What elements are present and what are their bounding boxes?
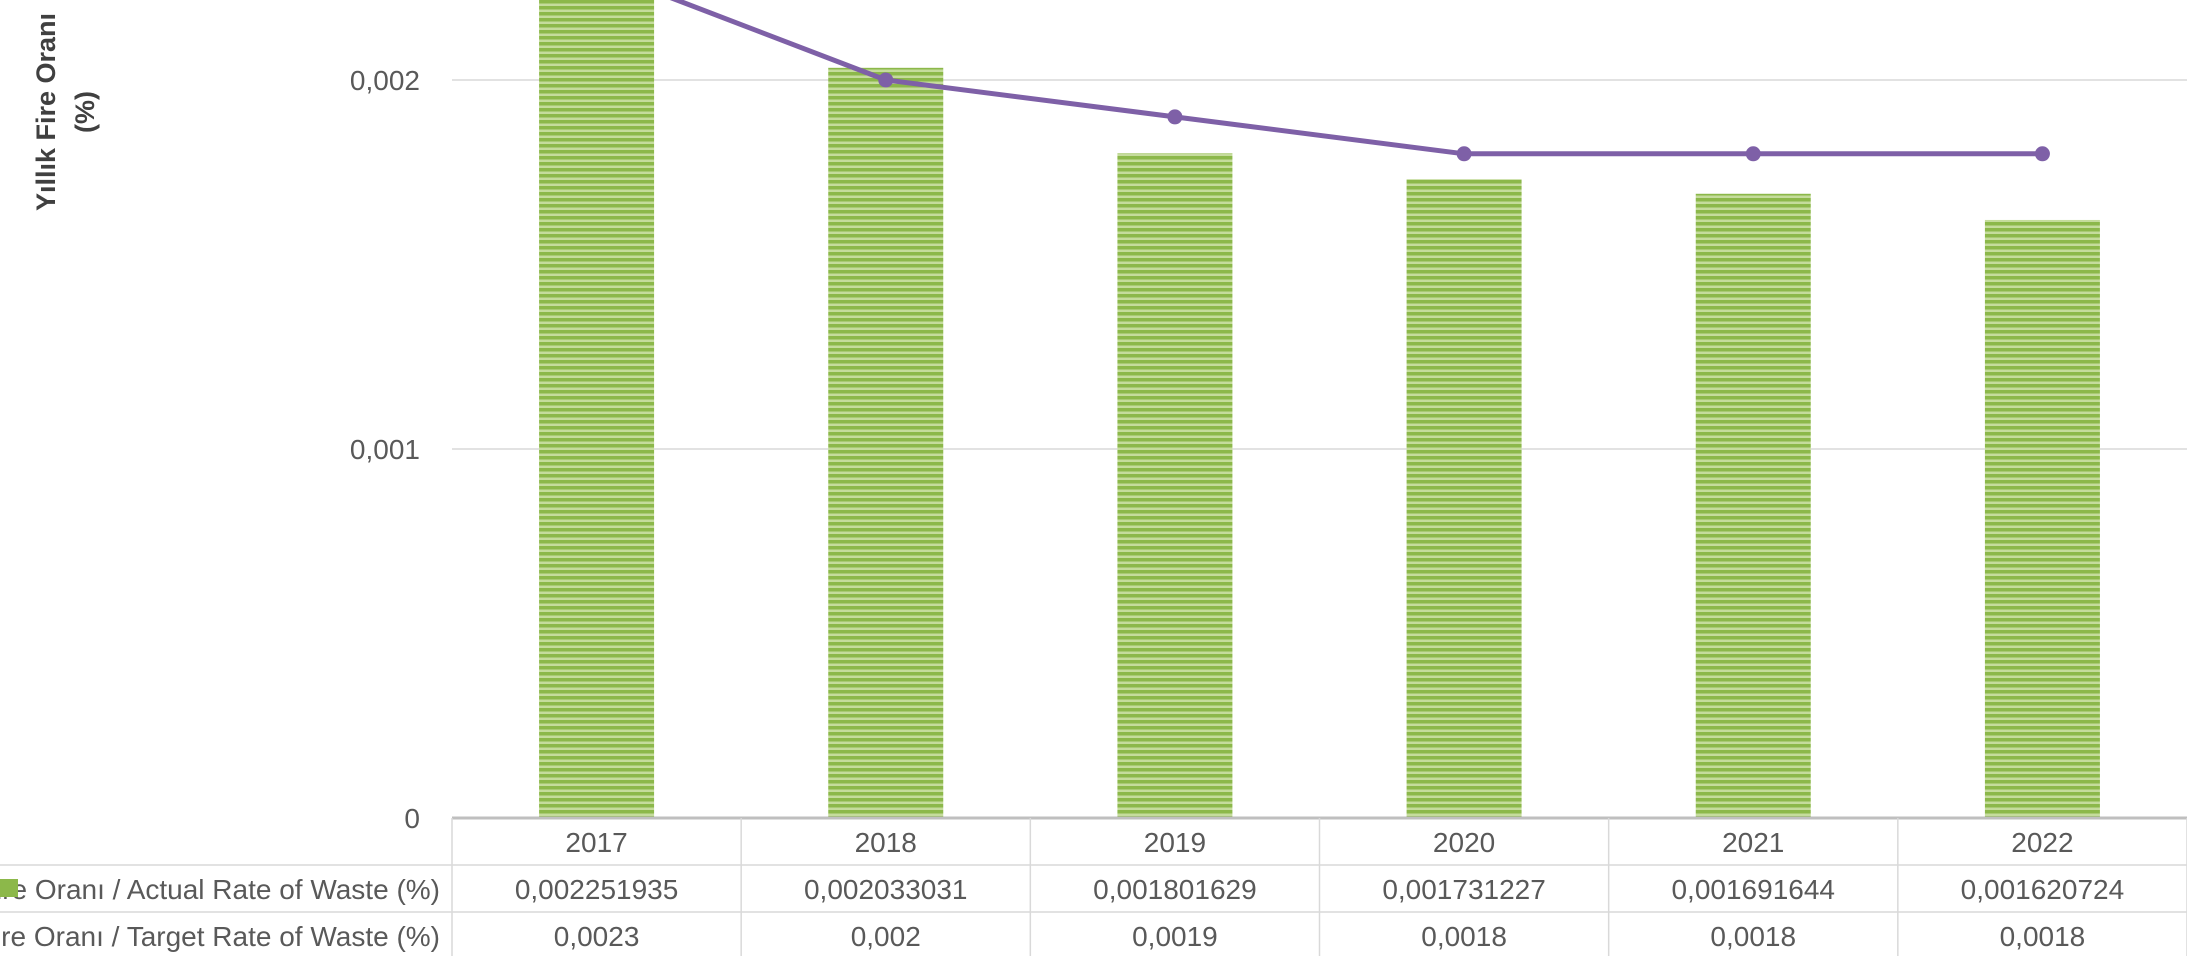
y-axis-ticks: 0 0,001 0,002 [350, 65, 420, 834]
x-tick-label: 2017 [565, 827, 627, 858]
data-label: 0,002251935 [515, 874, 679, 905]
y-tick-label: 0 [404, 803, 420, 834]
x-tick-label: 2020 [1433, 827, 1495, 858]
legend-key-bar [0, 879, 18, 897]
y-axis-label-line-1: Yıllık Fire Oranı [31, 13, 61, 211]
data-label: 0,002033031 [804, 874, 968, 905]
legend-entry: Fire Oranı / Actual Rate of Waste (%) [0, 874, 440, 905]
line-point [1167, 109, 1183, 125]
gridlines [452, 79, 2187, 450]
x-tick-label: 2018 [855, 827, 917, 858]
bar [1406, 179, 1522, 818]
bar [1117, 153, 1233, 818]
data-label: 0,001691644 [1671, 874, 1835, 905]
data-table: 2017 2018 2019 2020 2021 2022 Fire Oranı / Act… [0, 816, 2187, 956]
data-label: 0,0023 [554, 921, 640, 952]
legend-entry: Fire Oranı / Target Rate of Waste (%) [0, 921, 440, 952]
line-point [878, 72, 894, 88]
bar [828, 67, 944, 818]
x-tick-label: 2022 [2011, 827, 2073, 858]
data-label: 0,0018 [1421, 921, 1507, 952]
data-label: 0,0018 [2000, 921, 2086, 952]
bar-series [539, 0, 2100, 818]
bar [1695, 193, 1811, 818]
y-axis-label: Yıllık Fire Oranı (%) [31, 13, 100, 211]
data-label: 0,001731227 [1382, 874, 1546, 905]
line-point [1456, 146, 1472, 162]
y-axis-label-line-2: (%) [70, 91, 100, 133]
line-point [2034, 146, 2050, 162]
data-label: 0,001620724 [1961, 874, 2125, 905]
y-tick-label: 0,002 [350, 65, 420, 96]
bar [539, 0, 655, 818]
data-label: 0,002 [851, 921, 921, 952]
y-tick-label: 0,001 [350, 434, 420, 465]
data-label: 0,0018 [1710, 921, 1796, 952]
bar [1984, 219, 2100, 818]
target-line-series [669, 0, 2050, 162]
data-label: 0,0019 [1132, 921, 1218, 952]
x-tick-label: 2021 [1722, 827, 1784, 858]
x-tick-label: 2019 [1144, 827, 1206, 858]
data-label: 0,001801629 [1093, 874, 1257, 905]
target-line [669, 0, 2043, 157]
line-point [1745, 146, 1761, 162]
